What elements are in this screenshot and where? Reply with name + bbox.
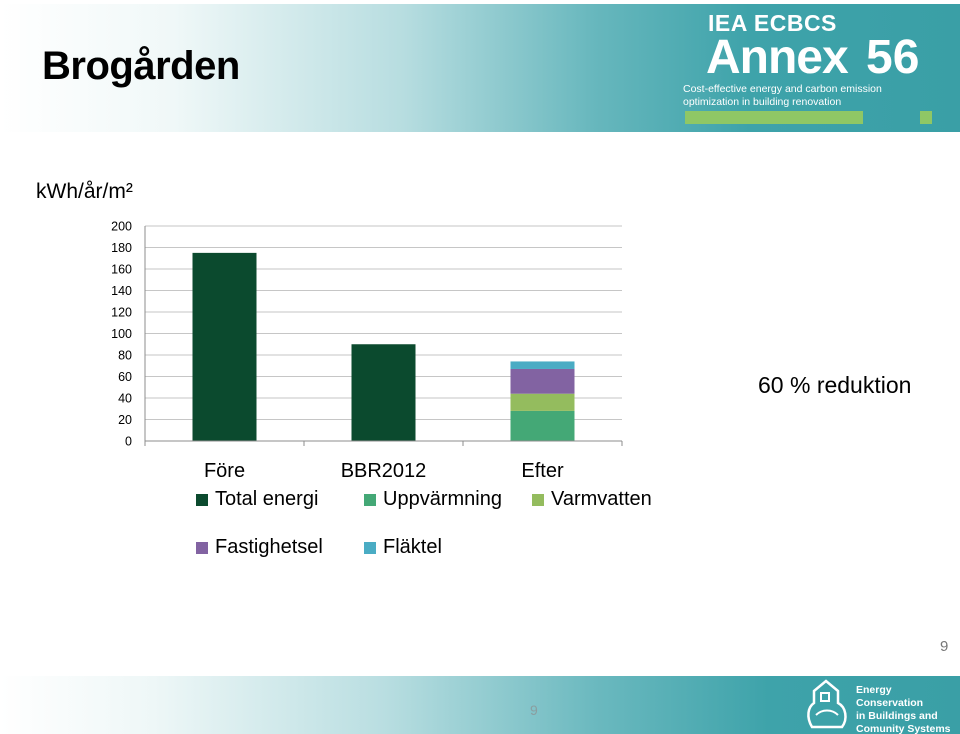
- x-axis-labels: Före BBR2012 Efter: [204, 460, 564, 482]
- legend-swatch: [532, 493, 544, 506]
- legend-label: Total energi: [215, 488, 319, 510]
- header-band: [0, 4, 960, 132]
- legend-label: Fastighetsel: [215, 536, 323, 558]
- y-tick-label: 60: [118, 370, 132, 384]
- legend-swatch: [364, 493, 376, 506]
- y-tick-label: 0: [125, 435, 132, 449]
- y-tick-label: 20: [118, 413, 132, 427]
- bar-segment: [510, 368, 575, 394]
- annex-logo-subtitle: Cost-effective energy and carbon emissio…: [683, 83, 882, 108]
- y-tick-label: 200: [111, 220, 132, 234]
- chart-axes: [144, 226, 623, 446]
- ecbcs-house-logo-icon: [807, 679, 847, 729]
- annex-logo-bar: [685, 111, 863, 124]
- legend-item: Total energi: [196, 488, 318, 511]
- ecbcs-logo-text: Energy Conservation in Buildings and Com…: [856, 684, 960, 734]
- ecbcs-line2: in Buildings and: [856, 710, 938, 722]
- bar-segment: [510, 361, 575, 369]
- legend-label: Fläktel: [383, 536, 442, 558]
- y-axis-unit-label: kWh/år/m²: [36, 180, 133, 203]
- y-tick-label: 120: [111, 306, 132, 320]
- footer-band: [0, 676, 960, 734]
- y-tick-label: 180: [111, 241, 132, 255]
- bar-segment: [510, 410, 575, 441]
- footer-page-number: 9: [530, 702, 538, 718]
- legend-label: Varmvatten: [551, 488, 652, 510]
- ecbcs-line3: Comunity Systems: [856, 723, 951, 734]
- annex-logo-main: Annex: [706, 31, 849, 84]
- legend-swatch: [196, 493, 208, 506]
- x-tick-label: Före: [204, 460, 245, 482]
- x-tick-label: BBR2012: [341, 460, 427, 482]
- legend-item: Fastighetsel: [196, 536, 323, 559]
- ecbcs-line1: Energy Conservation: [856, 684, 924, 709]
- bar-segment: [510, 393, 575, 411]
- legend-swatch: [364, 541, 376, 554]
- legend-item: Varmvatten: [532, 488, 652, 511]
- legend-item: Fläktel: [364, 536, 442, 559]
- y-tick-label: 100: [111, 327, 132, 341]
- legend-label: Uppvärmning: [383, 488, 502, 510]
- chart-bars: [192, 252, 575, 441]
- y-tick-label: 80: [118, 349, 132, 363]
- reduction-annotation: 60 % reduktion: [758, 372, 912, 398]
- legend-item: Uppvärmning: [364, 488, 502, 511]
- bar-segment: [351, 344, 416, 441]
- y-tick-label: 140: [111, 284, 132, 298]
- x-tick-label: Efter: [521, 460, 564, 482]
- bar-segment: [192, 252, 257, 441]
- annex-logo-line1: IEA ECBCS: [708, 10, 837, 36]
- y-tick-label: 160: [111, 263, 132, 277]
- y-tick-label: 40: [118, 392, 132, 406]
- chart-legend: Total energi Uppvärmning Varmvatten Fastigh…: [196, 488, 716, 568]
- page-number: 9: [940, 638, 949, 655]
- slide-title: Brogården: [42, 44, 240, 88]
- annex-logo-square: [920, 111, 932, 124]
- legend-swatch: [196, 541, 208, 554]
- annex-logo-number: 56: [866, 31, 920, 84]
- y-axis-ticks: 0 20 40 60 80 100 120 140 160 180 200: [111, 220, 132, 449]
